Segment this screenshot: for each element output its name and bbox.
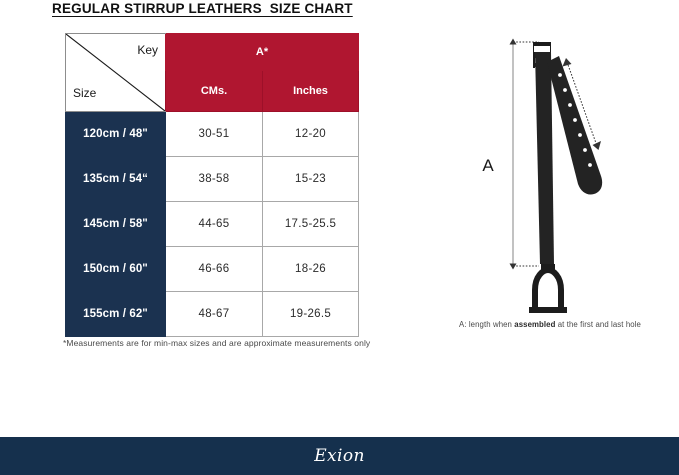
row-size-label: 135cm / 54“ — [65, 156, 166, 202]
row-size-label: 155cm / 62" — [65, 291, 166, 337]
caption-bold-word: assembled — [514, 320, 556, 329]
row-cms-value: 46-66 — [165, 246, 263, 292]
row-cms-value: 44-65 — [165, 201, 263, 247]
table-row: 120cm / 48" 30-51 12-20 — [65, 111, 360, 157]
diagonal-divider-icon — [66, 34, 165, 111]
row-size-label: 120cm / 48" — [65, 111, 166, 157]
table-header-top-row: Key Size A* — [65, 33, 360, 112]
measure-label-a: A — [482, 156, 494, 175]
row-inches-value: 12-20 — [261, 111, 360, 157]
brand-logo: Exion — [314, 446, 365, 466]
column-header-inches: Inches — [261, 70, 360, 112]
caption-suffix: at the first and last hole — [555, 320, 641, 329]
row-inches-value: 18-26 — [261, 246, 360, 292]
stirrup-iron-icon — [529, 264, 567, 313]
table-row: 145cm / 58" 44-65 17.5-25.5 — [65, 201, 360, 247]
row-cms-value: 38-58 — [165, 156, 263, 202]
row-inches-value: 19-26.5 — [261, 291, 360, 337]
leather-strap-vertical — [535, 52, 554, 264]
row-cms-value: 48-67 — [165, 291, 263, 337]
punch-holes — [558, 73, 592, 167]
page-title: REGULAR STIRRUP LEATHERS SIZE CHART — [52, 1, 353, 16]
row-inches-value: 17.5-25.5 — [261, 201, 360, 247]
diagram-caption: A: length when assembled at the first an… — [435, 320, 665, 329]
caption-prefix: A: length when — [459, 320, 515, 329]
corner-size-label: Size — [73, 86, 97, 100]
table-row: 155cm / 62" 48-67 19-26.5 — [65, 291, 360, 337]
column-header-cms: CMs. — [165, 70, 263, 112]
table-row: 135cm / 54“ 38-58 15-23 — [65, 156, 360, 202]
hole-range-arrow — [562, 58, 601, 150]
measurements-footnote: *Measurements are for min-max sizes and … — [63, 338, 371, 348]
table-row: 150cm / 60" 46-66 18-26 — [65, 246, 360, 292]
stirrup-leather-diagram: A — [455, 28, 655, 318]
corner-key-size-cell: Key Size — [65, 33, 166, 112]
group-header-a: A* — [164, 33, 360, 71]
row-cms-value: 30-51 — [165, 111, 263, 157]
size-chart-table: Key Size A* CMs. Inches 120cm / 48" 30-5… — [65, 33, 360, 337]
leather-strap-angled — [547, 56, 603, 195]
row-inches-value: 15-23 — [261, 156, 360, 202]
footer-banner: Exion — [0, 437, 679, 475]
row-size-label: 150cm / 60" — [65, 246, 166, 292]
stirrup-leather-illustration: A — [482, 38, 603, 313]
measurement-line-a — [509, 38, 539, 270]
row-size-label: 145cm / 58" — [65, 201, 166, 247]
corner-key-label: Key — [137, 43, 158, 57]
